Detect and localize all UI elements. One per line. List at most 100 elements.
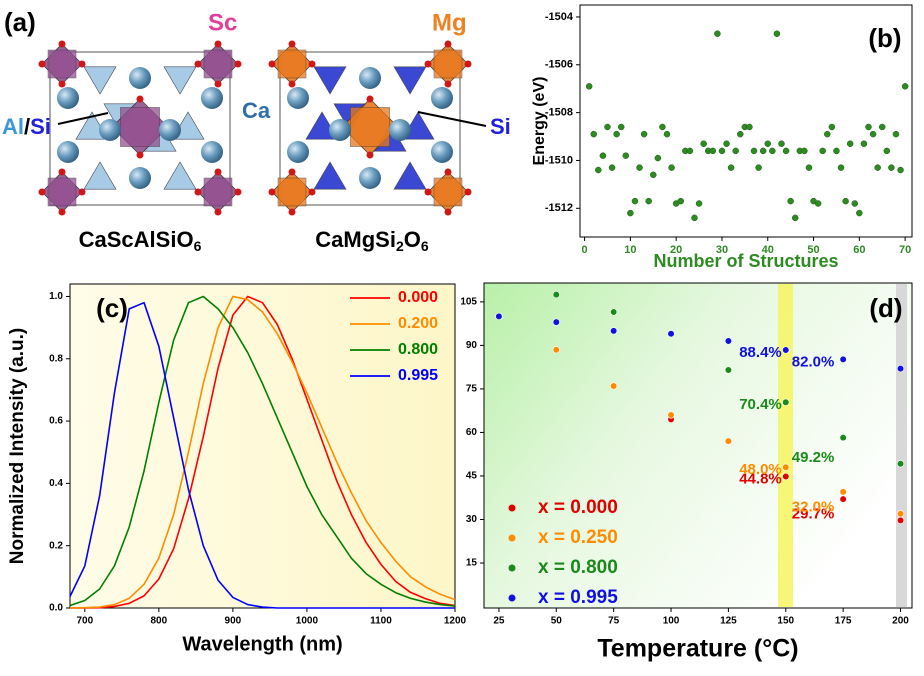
- octahedron-face: [433, 49, 463, 79]
- oxygen: [366, 151, 374, 159]
- y-tick-label: 0.8: [49, 353, 63, 364]
- oxygen: [136, 151, 144, 159]
- point: [842, 197, 849, 205]
- point: [839, 355, 847, 363]
- point: [896, 365, 905, 373]
- point: [552, 346, 560, 354]
- point: [495, 312, 503, 320]
- point: [782, 463, 790, 471]
- highlight-band: [896, 284, 907, 607]
- atom-label: Si: [30, 114, 51, 139]
- x-tick-label: 10: [624, 244, 636, 256]
- octahedron-face: [47, 177, 77, 207]
- panel-label: (a): [4, 7, 36, 37]
- point: [700, 140, 707, 147]
- x-axis-title: Wavelength (nm): [182, 633, 342, 655]
- point: [667, 330, 675, 338]
- octahedron-face: [47, 49, 77, 79]
- tetrahedron: [313, 66, 347, 95]
- legend-label: x = 0.800: [538, 557, 618, 578]
- formula-part: O: [404, 227, 421, 252]
- y-tick-label: 45: [466, 471, 478, 482]
- calcium: [129, 67, 151, 89]
- point: [677, 197, 684, 205]
- unit-cell: [279, 51, 461, 206]
- calcium: [389, 119, 411, 141]
- calcium: [99, 119, 121, 141]
- oxygen: [214, 40, 222, 48]
- y-tick-label: 90: [466, 340, 478, 351]
- point: [610, 308, 618, 316]
- point: [773, 30, 781, 37]
- point: [896, 516, 905, 524]
- x-tick-label: 150: [777, 616, 794, 627]
- point: [791, 214, 799, 222]
- x-tick-label: 700: [76, 616, 93, 627]
- point: [819, 147, 826, 155]
- y-tick-label: 15: [466, 558, 478, 569]
- x-axis-title: Temperature (°C): [597, 635, 798, 663]
- oxygen: [366, 95, 374, 103]
- separator: /: [24, 114, 30, 139]
- point: [782, 346, 790, 354]
- oxygen: [194, 60, 202, 68]
- oxygen: [424, 60, 432, 68]
- x-tick-label: 125: [720, 616, 737, 627]
- legend-label: 0.800: [398, 341, 438, 358]
- legend-swatch: [508, 594, 516, 602]
- point: [608, 164, 616, 171]
- oxygen: [424, 188, 432, 196]
- point: [723, 140, 730, 147]
- point: [552, 291, 560, 299]
- value-label: 82.0%: [792, 354, 835, 371]
- point: [663, 130, 671, 138]
- point: [610, 327, 618, 335]
- panel-label: (d): [869, 293, 902, 323]
- y-tick-label: 0.4: [49, 478, 63, 489]
- point: [709, 147, 717, 155]
- oxygen: [464, 188, 472, 196]
- unit-cell: [49, 51, 231, 206]
- point: [782, 147, 790, 155]
- value-label: 48.0%: [739, 461, 782, 478]
- point: [801, 147, 808, 155]
- oxygen: [464, 60, 472, 68]
- calcium: [287, 141, 309, 163]
- point: [718, 147, 726, 155]
- point: [599, 152, 607, 159]
- legend-label: 0.200: [398, 315, 438, 332]
- oxygen: [58, 208, 66, 216]
- point: [610, 382, 618, 390]
- oxygen: [78, 188, 86, 196]
- point: [622, 152, 630, 159]
- point: [851, 200, 859, 207]
- formula-subscript: 6: [421, 238, 429, 254]
- oxygen: [58, 40, 66, 48]
- oxygen: [214, 208, 222, 216]
- x-tick-label: 70: [899, 244, 911, 256]
- line: [69, 295, 456, 609]
- point: [755, 164, 762, 171]
- x-tick-label: 50: [551, 616, 563, 627]
- point: [746, 123, 753, 131]
- point: [650, 171, 657, 179]
- legend-swatch: [508, 564, 516, 572]
- calcium: [431, 141, 453, 163]
- point: [883, 147, 891, 155]
- line: [70, 295, 456, 609]
- point: [724, 437, 733, 445]
- oxygen: [194, 188, 202, 196]
- value-label: 70.4%: [739, 396, 782, 413]
- y-tick-label: 105: [460, 297, 477, 308]
- oxygen: [308, 60, 316, 68]
- x-tick-label: 60: [853, 244, 865, 256]
- y-tick-label: 30: [466, 514, 478, 525]
- x-tick-label: 20: [670, 244, 682, 256]
- x-tick-label: 100: [663, 616, 680, 627]
- point: [769, 147, 776, 155]
- point: [714, 30, 721, 37]
- oxygen: [288, 40, 296, 48]
- panel-label: (b): [868, 23, 901, 53]
- pointer: [57, 112, 109, 125]
- tetrahedron: [83, 66, 117, 95]
